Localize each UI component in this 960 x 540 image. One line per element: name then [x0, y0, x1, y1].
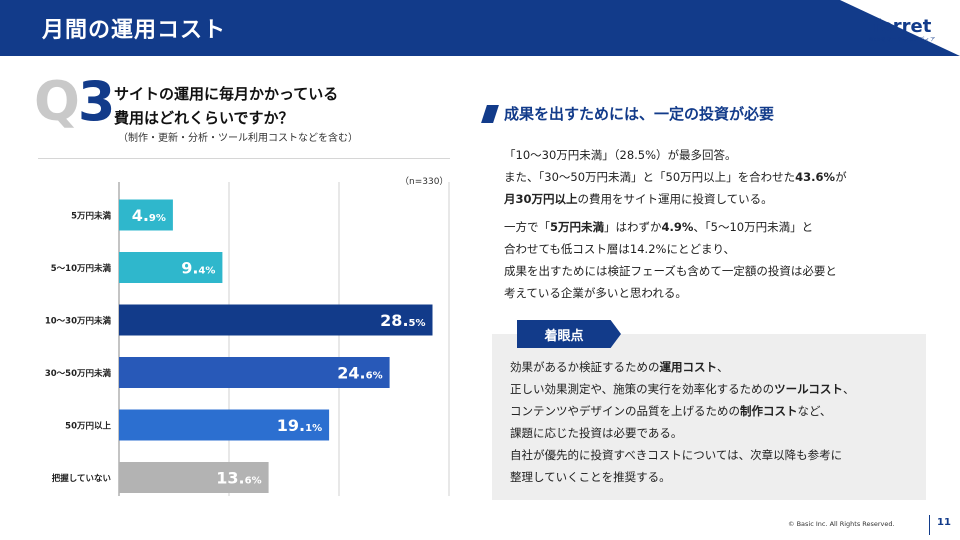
data-label: 19.1% — [277, 416, 322, 435]
focus-text: 効果があるか検証するための運用コスト、 正しい効果測定や、施策の実行を効率化する… — [510, 360, 855, 484]
logo-tagline: Webをマーケするメディア — [868, 37, 936, 43]
data-label: 13.6% — [216, 469, 261, 488]
bar — [119, 252, 223, 283]
ferret-logo: ferret Webをマーケするメディア — [862, 16, 942, 44]
copyright: © Basic Inc. All Rights Reserved. — [788, 520, 895, 528]
header-bar: 月間の運用コスト — [0, 0, 960, 56]
divider — [38, 158, 450, 159]
insight-paragraph-2: 一方で「5万円未満」はわずか4.9%、「5〜10万円未満」と 合わせても低コスト… — [504, 220, 837, 300]
question-text: サイトの運用に毎月かかっている 費用はどれくらいですか？ — [114, 85, 339, 127]
bar — [119, 199, 173, 231]
heading-accent — [481, 105, 499, 123]
question-number: Q3 — [34, 70, 115, 133]
category-label: 50万円以上 — [65, 421, 111, 432]
data-label: 28.5% — [380, 311, 425, 330]
footer-divider — [929, 515, 930, 535]
bar — [119, 409, 330, 441]
bar — [119, 304, 433, 336]
bar — [119, 357, 390, 388]
category-label: 10〜30万円未満 — [45, 316, 112, 327]
data-label: 24.6% — [337, 364, 382, 383]
data-label: 4.9% — [132, 206, 166, 225]
logo-wordmark: ferret — [872, 16, 932, 37]
question-note: （制作・更新・分析・ツール利用コストなどを含む） — [118, 133, 358, 144]
focus-panel — [492, 334, 926, 500]
category-label: 5〜10万円未満 — [51, 263, 112, 274]
sample-size: （n=330） — [400, 177, 449, 187]
category-label: 5万円未満 — [71, 211, 111, 222]
focus-tag: 着眼点 — [517, 320, 621, 348]
insight-paragraph-1: 「10〜30万円未満」（28.5%）が最多回答。 また、「30〜50万円未満」と… — [504, 148, 847, 206]
data-label: 9.4% — [181, 259, 215, 278]
page-number: 11 — [937, 517, 951, 528]
insight-title: 成果を出すためには、一定の投資が必要 — [504, 105, 775, 123]
category-label: 把握していない — [52, 473, 111, 484]
bar-chart: 5万円未満 4.9% 5〜10万円未満 9.4% 10〜30万円未満 28.5% 30〜50… — [45, 182, 450, 496]
bar — [119, 462, 269, 493]
category-label: 30〜50万円未満 — [45, 368, 112, 379]
focus-tag-label: 着眼点 — [544, 329, 584, 344]
page-title: 月間の運用コスト — [42, 18, 227, 43]
